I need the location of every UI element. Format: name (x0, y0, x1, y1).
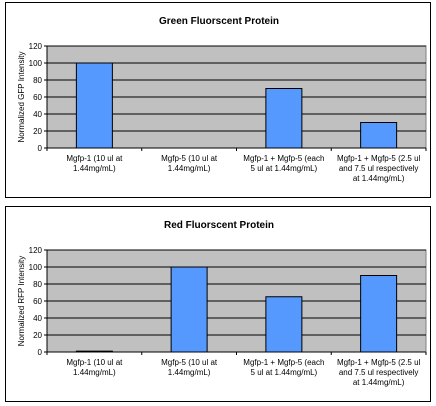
rfp-ytick-label: 40 (33, 314, 42, 323)
gfp-chart: Green Fluorscent Protein 0 20 40 60 80 100 120 N… (5, 2, 431, 198)
rfp-bar (265, 296, 303, 353)
gfp-category-label: Mgfp-1 (10 ul at 1.44mg/mL) (66, 154, 123, 173)
rfp-category-label-line: and 7.5 ul respectively (339, 368, 419, 377)
gfp-category-label-line: 5 ul at 1.44mg/mL) (251, 164, 318, 173)
rfp-category-label: Mgfp-5 (10 ul at 1.44mg/mL) (161, 358, 218, 377)
rfp-bar (75, 350, 113, 353)
rfp-title: Red Fluorscent Protein (164, 220, 274, 231)
gfp-bar (265, 88, 303, 149)
gfp-ytick-label: 80 (33, 76, 42, 85)
rfp-ytick-label: 60 (33, 297, 42, 306)
gfp-ytick-label: 0 (38, 144, 43, 153)
rfp-category-label-line: Mgfp-1 + Mgfp-5 (each (243, 358, 324, 367)
gfp-category-label-line: 1.44mg/mL) (73, 164, 116, 173)
gfp-category-label-line: at 1.44mg/mL) (353, 174, 405, 183)
rfp-ytick-label: 20 (33, 331, 42, 340)
gfp-category-label: Mgfp-1 + Mgfp-5 (each 5 ul at 1.44mg/mL) (243, 154, 324, 173)
gfp-category-label-line: Mgfp-5 (10 ul at (161, 154, 218, 163)
gfp-ylabel: Normalized GFP Intensity (17, 52, 26, 143)
rfp-category-label: Mgfp-1 + Mgfp-5 (2.5 ul and 7.5 ul respec… (337, 358, 421, 387)
rfp-category-label-line: 5 ul at 1.44mg/mL) (251, 368, 318, 377)
rfp-category-label-line: 1.44mg/mL) (168, 368, 211, 377)
rfp-category-label-line: Mgfp-1 (10 ul at (66, 358, 123, 367)
gfp-bar (75, 62, 113, 149)
rfp-category-label: Mgfp-1 (10 ul at 1.44mg/mL) (66, 358, 123, 377)
rfp-chart: Red Fluorscent Protein 0 20 40 60 80 100 120 Nor… (5, 206, 431, 402)
rfp-ylabel: Normalized RFP Intensity (17, 256, 26, 347)
rfp-ytick-label: 120 (29, 246, 43, 255)
gfp-category-label: Mgfp-5 (10 ul at 1.44mg/mL) (161, 154, 218, 173)
rfp-category-label-line: Mgfp-1 + Mgfp-5 (2.5 ul (337, 358, 421, 367)
rfp-chart-svg: Red Fluorscent Protein 0 20 40 60 80 100 120Nor… (17, 220, 427, 387)
rfp-ytick-label: 80 (33, 280, 42, 289)
gfp-ytick-label: 60 (33, 93, 42, 102)
gfp-ytick-label: 100 (29, 59, 43, 68)
gfp-title: Green Fluorscent Protein (159, 16, 279, 27)
rfp-bar (170, 266, 208, 353)
rfp-bar (360, 275, 398, 353)
gfp-category-label-line: and 7.5 ul respectively (339, 164, 419, 173)
gfp-category-label-line: Mgfp-1 (10 ul at (66, 154, 123, 163)
rfp-category-label-line: Mgfp-5 (10 ul at (161, 358, 218, 367)
gfp-category-label-line: Mgfp-1 + Mgfp-5 (2.5 ul (337, 154, 421, 163)
rfp-category-label: Mgfp-1 + Mgfp-5 (each 5 ul at 1.44mg/mL) (243, 358, 324, 377)
gfp-ytick-label: 40 (33, 110, 42, 119)
gfp-ytick-label: 120 (29, 42, 43, 51)
gfp-category-label: Mgfp-1 + Mgfp-5 (2.5 ul and 7.5 ul respec… (337, 154, 421, 183)
rfp-category-label-line: at 1.44mg/mL) (353, 378, 405, 387)
gfp-chart-svg: Green Fluorscent Protein 0 20 40 60 80 100 120N… (17, 16, 427, 183)
gfp-category-label-line: Mgfp-1 + Mgfp-5 (each (243, 154, 324, 163)
rfp-category-label-line: 1.44mg/mL) (73, 368, 116, 377)
rfp-ytick-label: 0 (38, 348, 43, 357)
gfp-ytick-label: 20 (33, 127, 42, 136)
gfp-category-label-line: 1.44mg/mL) (168, 164, 211, 173)
gfp-bar (360, 122, 398, 149)
rfp-ytick-label: 100 (29, 263, 43, 272)
